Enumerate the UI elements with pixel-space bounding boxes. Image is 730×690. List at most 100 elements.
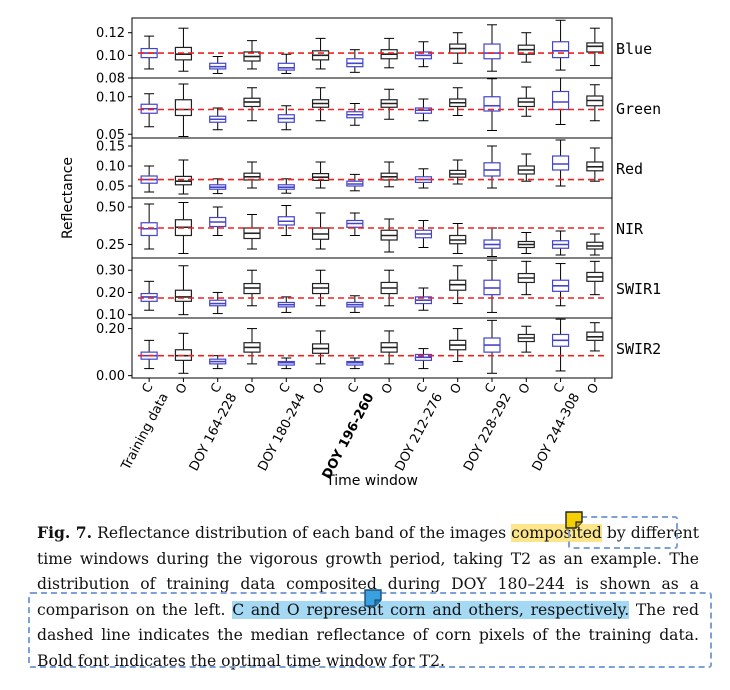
panel-swir1: 0.10 0.20 0.30 SWIR1 bbox=[96, 257, 661, 323]
box-green-doy-244-308-o bbox=[586, 84, 604, 122]
box-swir2-doy-244-308-c bbox=[551, 318, 570, 372]
box-swir1-doy-244-308-o bbox=[586, 260, 604, 296]
x-group-label: DOY 228-292 bbox=[461, 391, 515, 474]
x-group-label: DOY 164-228 bbox=[187, 391, 241, 474]
box-blue-doy-212-276-o bbox=[449, 32, 467, 64]
x-tick-class-label: C bbox=[413, 380, 430, 395]
caption-text-5: The red dashed line indicates the median… bbox=[37, 600, 699, 670]
band-label: SWIR1 bbox=[616, 280, 661, 298]
panel-frame bbox=[131, 77, 613, 139]
panel-frame bbox=[131, 17, 613, 79]
box-nir-doy-164-228-o bbox=[243, 214, 261, 250]
box-green-doy-196-260-c bbox=[346, 103, 364, 126]
box-nir-doy-196-260-o bbox=[380, 218, 398, 253]
x-group-label: DOY 196-260 bbox=[320, 391, 378, 482]
box-swir1-doy-228-292-c bbox=[483, 259, 501, 313]
y-tick-label: 0.10 bbox=[96, 160, 125, 175]
box-blue-doy-196-260-c bbox=[346, 49, 364, 73]
box-blue-doy-244-308-o bbox=[586, 27, 604, 67]
box-nir-doy-244-308-c bbox=[551, 230, 570, 256]
band-label: Red bbox=[616, 160, 643, 178]
box-swir1-training-data-c bbox=[140, 280, 158, 311]
band-label: NIR bbox=[616, 220, 644, 238]
box-nir-doy-180-244-c bbox=[277, 205, 295, 236]
box-nir-doy-212-276-c bbox=[414, 220, 433, 248]
x-tick-class-label: O bbox=[515, 380, 533, 396]
x-tick-class-label: C bbox=[138, 380, 155, 395]
box-iqr bbox=[551, 41, 570, 59]
y-axis-label: Reflectance bbox=[60, 157, 76, 239]
box-red-doy-228-292-o bbox=[517, 153, 535, 182]
box-blue-training-data-o bbox=[174, 27, 193, 72]
box-nir-doy-180-244-o bbox=[311, 212, 330, 250]
box-green-doy-164-228-o bbox=[243, 87, 261, 122]
box-red-training-data-o bbox=[174, 159, 193, 195]
box-green-doy-212-276-o bbox=[449, 87, 467, 116]
x-axis-label: Time window bbox=[325, 473, 418, 489]
panel-frame bbox=[131, 137, 613, 199]
sticky-note-yellow-icon[interactable] bbox=[564, 510, 584, 530]
box-swir1-doy-244-308-c bbox=[551, 263, 570, 307]
y-tick-label: 0.05 bbox=[96, 128, 125, 143]
y-tick-label: 0.10 bbox=[96, 90, 125, 105]
box-blue-doy-180-244-c bbox=[277, 53, 295, 74]
box-green-doy-244-308-c bbox=[551, 77, 570, 125]
y-tick-label: 0.08 bbox=[96, 72, 125, 87]
box-iqr bbox=[174, 289, 193, 302]
box-green-doy-164-228-c bbox=[209, 107, 227, 131]
x-tick-class-label: O bbox=[584, 380, 602, 396]
band-label: Blue bbox=[616, 40, 652, 58]
x-group-label: DOY 212-276 bbox=[393, 391, 447, 474]
box-swir2-doy-164-228-c bbox=[209, 355, 227, 370]
box-red-doy-212-276-o bbox=[449, 159, 467, 185]
panel-frame bbox=[131, 317, 613, 379]
box-blue-doy-244-308-c bbox=[551, 19, 570, 71]
box-swir1-doy-180-244-o bbox=[311, 269, 330, 307]
x-group-label: Training data bbox=[118, 391, 171, 474]
panel-red: 0.05 0.10 0.15 Red bbox=[96, 137, 643, 199]
x-tick-class-label: C bbox=[481, 380, 498, 395]
box-blue-doy-180-244-o bbox=[311, 37, 330, 70]
box-swir2-doy-196-260-c bbox=[346, 357, 364, 370]
x-tick-class-label: C bbox=[207, 380, 224, 395]
sticky-note-blue-icon[interactable] bbox=[363, 588, 383, 608]
box-swir1-training-data-o bbox=[174, 265, 193, 316]
box-nir-doy-196-260-c bbox=[346, 212, 364, 236]
band-label: SWIR2 bbox=[616, 340, 661, 358]
x-tick-class-label: O bbox=[446, 380, 464, 396]
box-nir-doy-164-228-c bbox=[209, 206, 227, 236]
boxplot-figure: 0.080.100.12Blue0.050.10Green0.050.100.1… bbox=[60, 17, 661, 489]
x-tick-class-label: C bbox=[276, 380, 293, 395]
box-iqr bbox=[586, 42, 604, 53]
box-swir2-doy-228-292-o bbox=[517, 325, 535, 353]
box-iqr bbox=[551, 90, 570, 111]
y-tick-label: 0.10 bbox=[96, 49, 125, 64]
x-tick-class-label: O bbox=[309, 380, 327, 396]
box-red-doy-212-276-c bbox=[414, 168, 433, 189]
caption-text-3: by different time windows during the vig… bbox=[37, 524, 699, 619]
box-swir1-doy-164-228-c bbox=[209, 291, 227, 315]
box-blue-doy-228-292-o bbox=[517, 32, 535, 63]
panel-green: 0.05 0.10 Green bbox=[96, 77, 661, 143]
highlight-c-and-o[interactable]: C and O represent corn and others, respe… bbox=[232, 600, 630, 619]
box-red-doy-196-260-c bbox=[346, 173, 364, 192]
box-blue-doy-212-276-c bbox=[414, 41, 433, 68]
x-tick-class-label: O bbox=[241, 380, 259, 396]
y-tick-label: 0.30 bbox=[96, 264, 125, 279]
box-red-doy-180-244-o bbox=[311, 161, 330, 189]
box-nir-doy-212-276-o bbox=[449, 223, 467, 254]
box-swir2-doy-180-244-o bbox=[311, 330, 330, 365]
highlight-composited[interactable]: composited bbox=[511, 524, 602, 542]
box-swir1-doy-180-244-c bbox=[277, 296, 295, 313]
x-tick-class-label: C bbox=[344, 380, 361, 395]
box-blue-doy-164-228-o bbox=[243, 40, 261, 70]
box-green-doy-228-292-c bbox=[483, 78, 501, 131]
band-label: Green bbox=[616, 100, 661, 118]
y-tick-label: 0.00 bbox=[96, 369, 125, 384]
x-tick-class-label: O bbox=[172, 380, 190, 396]
figure-caption: Fig. 7. Reflectance distribution of each… bbox=[37, 520, 699, 674]
y-tick-label: 0.20 bbox=[96, 286, 125, 301]
box-swir2-training-data-c bbox=[140, 339, 158, 370]
x-tick-class-label: O bbox=[378, 380, 396, 396]
